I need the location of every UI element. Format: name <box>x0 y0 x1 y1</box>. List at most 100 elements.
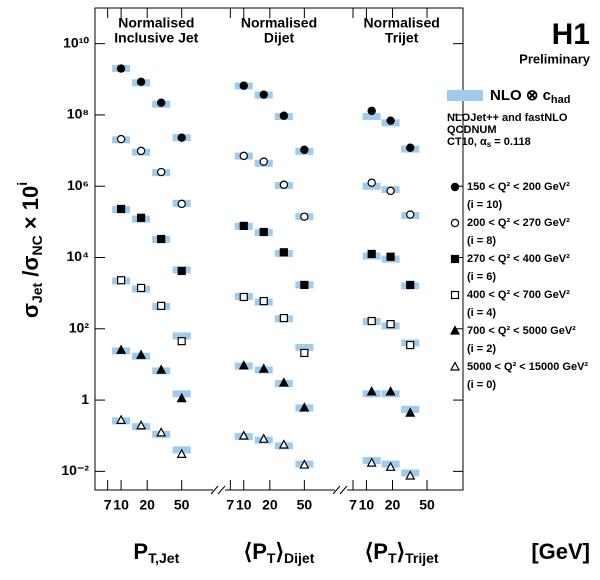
data-point <box>367 178 376 187</box>
legend-scale: (i = 2) <box>467 343 496 355</box>
legend-scale: (i = 8) <box>467 235 496 247</box>
data-point <box>300 348 309 358</box>
legend-scale: (i = 10) <box>467 199 502 211</box>
break-mark <box>332 485 341 495</box>
x-tick-label: 50 <box>419 497 435 513</box>
data-point <box>156 167 166 177</box>
data-point <box>386 320 395 329</box>
data-point <box>385 461 396 471</box>
data-point <box>366 457 377 467</box>
x-axis-label: PT,Jet <box>133 539 179 566</box>
nlo-band <box>172 332 191 340</box>
data-point <box>136 77 146 87</box>
data-point <box>386 116 395 125</box>
data-point <box>300 280 309 290</box>
y-axis-label-part: × 10 <box>18 186 43 236</box>
data-point <box>157 234 166 244</box>
legend-band-label-part: had <box>551 94 571 106</box>
data-point <box>299 459 310 469</box>
data-point <box>177 133 186 142</box>
data-point <box>386 252 395 261</box>
x-tick-label: 20 <box>385 497 401 513</box>
data-point <box>116 134 126 144</box>
legend-marker <box>450 218 460 228</box>
y-tick-label: 10⁻² <box>61 462 89 478</box>
panel-title: Normalised <box>364 15 440 31</box>
data-point <box>367 316 376 326</box>
data-point <box>406 143 415 152</box>
panel-title: Inclusive Jet <box>114 30 198 46</box>
data-point <box>136 213 146 222</box>
data-point <box>116 344 127 354</box>
legend-note: NLOJet++ and fastNLO <box>447 112 568 124</box>
data-point <box>116 204 126 214</box>
data-point <box>238 360 249 370</box>
legend-label: 400 < Q² < 700 GeV² <box>467 289 570 301</box>
data-point <box>278 439 289 449</box>
x-axis-label: ⟨PT⟩Dijet <box>244 539 315 566</box>
legend-note-part: CT10, α <box>447 136 487 148</box>
x-tick-label: 7 <box>226 497 234 513</box>
y-tick-label: 10⁶ <box>67 177 89 193</box>
y-tick-label: 10¹⁰ <box>63 34 89 50</box>
nlo-band <box>362 113 381 121</box>
x-tick-label: 7 <box>104 497 112 513</box>
data-point <box>156 98 166 107</box>
data-point <box>239 221 248 231</box>
legend-band-label: NLO ⊗ chad <box>490 87 570 106</box>
x-tick-label: 20 <box>139 497 155 513</box>
data-point <box>177 266 186 276</box>
experiment: H1 <box>552 18 590 51</box>
legend-marker <box>450 361 460 371</box>
x-tick-label: 10 <box>113 497 129 513</box>
axis-breaks <box>210 485 348 495</box>
y-axis-label-part: σ <box>18 303 43 318</box>
legend-scale: (i = 6) <box>467 271 496 283</box>
break-gap <box>213 486 225 494</box>
panel-title: Dijet <box>264 30 295 46</box>
plot-frame <box>94 7 464 491</box>
data-point <box>239 151 248 161</box>
data-point <box>367 106 376 116</box>
y-tick-label: 1 <box>81 391 89 407</box>
y-tick-label: 10⁸ <box>67 106 89 122</box>
data-point <box>279 313 288 323</box>
legend-label: 270 < Q² < 400 GeV² <box>467 253 570 265</box>
legend-marker <box>450 254 460 264</box>
break-mark <box>339 485 348 495</box>
y-axis-label-part: NC <box>29 235 45 255</box>
data-point <box>136 146 146 156</box>
legend-label: 200 < Q² < 270 GeV² <box>467 217 570 229</box>
legend-label: 700 < Q² < 5000 GeV² <box>467 325 576 337</box>
data-point <box>406 210 415 219</box>
legend-note-part: s <box>487 140 492 149</box>
data-point <box>239 292 248 302</box>
data-point <box>300 145 309 155</box>
x-tick-label: 7 <box>349 497 357 513</box>
data-point <box>279 111 289 120</box>
data-point <box>406 280 415 290</box>
legend-label: 5000 < Q² < 15000 GeV² <box>467 361 588 373</box>
data-point <box>258 363 269 373</box>
x-tick-label: 10 <box>359 497 375 513</box>
x-axis-label-part: ⟨P <box>244 539 267 564</box>
data-point <box>136 349 147 359</box>
nlo-band <box>295 343 314 351</box>
legend-marker <box>450 182 460 192</box>
data-point <box>259 157 268 166</box>
legend-scale: (i = 4) <box>467 307 496 319</box>
data-point <box>156 427 167 437</box>
x-tick-label: 10 <box>236 497 252 513</box>
data-point <box>299 402 310 412</box>
y-tick-label: 10² <box>69 319 90 335</box>
data-point <box>177 337 186 346</box>
legend-band-label-part: NLO ⊗ c <box>490 87 551 104</box>
unit-label: [GeV] <box>531 539 590 564</box>
data-point <box>176 448 187 458</box>
legend-marker <box>450 325 460 335</box>
data-point <box>367 249 376 259</box>
legend-note: QCDNUM <box>447 124 497 136</box>
legend-scale: (i = 0) <box>467 379 496 391</box>
x-axis-label-part: ⟩ <box>275 539 284 564</box>
